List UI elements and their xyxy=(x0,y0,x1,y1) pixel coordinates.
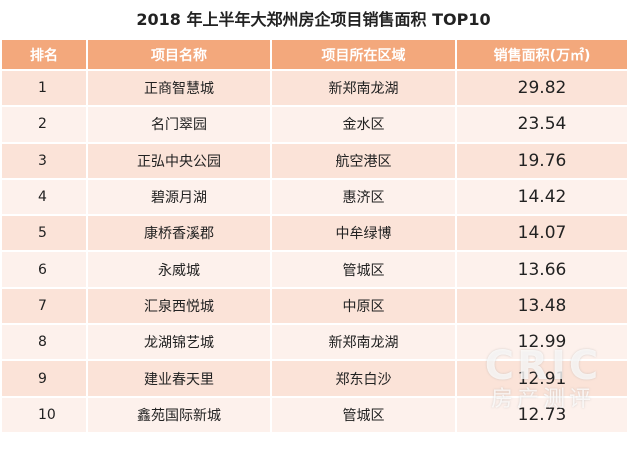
rank-cell: 8 xyxy=(0,323,88,362)
header-cell: 项目所在区域 xyxy=(270,38,457,71)
area-cell: 中原区 xyxy=(270,286,457,326)
rank-cell: 3 xyxy=(0,141,88,180)
sales-cell: 29.82 xyxy=(455,68,627,108)
sales-cell: 13.66 xyxy=(455,250,627,289)
table-row: 8 龙湖锦艺城 新郑南龙湖 12.99 xyxy=(0,323,627,362)
sales-cell: 13.48 xyxy=(455,286,627,326)
table-row: 6 永威城 管城区 13.66 xyxy=(0,250,627,289)
sales-cell: 19.76 xyxy=(455,141,627,180)
project-cell: 正弘中央公园 xyxy=(86,141,272,180)
area-cell: 管城区 xyxy=(270,250,457,289)
project-cell: 鑫苑国际新城 xyxy=(86,395,272,434)
project-cell: 汇泉西悦城 xyxy=(86,286,272,326)
rank-cell: 4 xyxy=(0,177,88,217)
rank-cell: 7 xyxy=(0,286,88,326)
project-cell: 永威城 xyxy=(86,250,272,289)
project-cell: 碧源月湖 xyxy=(86,177,272,217)
header-cell: 销售面积(万㎡) xyxy=(455,38,627,71)
table-title: 2018 年上半年大郑州房企项目销售面积 TOP10 xyxy=(136,10,491,29)
project-cell: 龙湖锦艺城 xyxy=(86,323,272,362)
table-row: 3 正弘中央公园 航空港区 19.76 xyxy=(0,141,627,180)
project-cell: 名门翠园 xyxy=(86,105,272,144)
rank-cell: 9 xyxy=(0,359,88,398)
rank-cell: 10 xyxy=(0,395,88,434)
rank-cell: 2 xyxy=(0,105,88,144)
table-row: 7 汇泉西悦城 中原区 13.48 xyxy=(0,286,627,326)
sales-cell: 12.91 xyxy=(455,359,627,398)
area-cell: 惠济区 xyxy=(270,177,457,217)
table-row: 5 康桥香溪郡 中牟绿博 14.07 xyxy=(0,214,627,253)
area-cell: 新郑南龙湖 xyxy=(270,323,457,362)
table-row: 10 鑫苑国际新城 管城区 12.73 xyxy=(0,395,627,434)
sales-cell: 14.42 xyxy=(455,177,627,217)
sales-cell: 12.73 xyxy=(455,395,627,434)
table-row: 2 名门翠园 金水区 23.54 xyxy=(0,105,627,144)
area-cell: 新郑南龙湖 xyxy=(270,68,457,108)
table-body: 1 正商智慧城 新郑南龙湖 29.82 2 名门翠园 金水区 23.54 3 正弘中央公园 航空港区… xyxy=(0,68,627,434)
sales-cell: 12.99 xyxy=(455,323,627,362)
area-cell: 管城区 xyxy=(270,395,457,434)
rank-cell: 5 xyxy=(0,214,88,253)
ranking-table: 排名 项目名称 项目所在区域 销售面积(万㎡) 1 正商智慧城 新郑南龙湖 29.82 2 名门… xyxy=(0,38,627,434)
area-cell: 郑东白沙 xyxy=(270,359,457,398)
project-cell: 康桥香溪郡 xyxy=(86,214,272,253)
header-cell: 排名 xyxy=(0,38,88,71)
table-row: 4 碧源月湖 惠济区 14.42 xyxy=(0,177,627,217)
project-cell: 建业春天里 xyxy=(86,359,272,398)
header-row: 排名 项目名称 项目所在区域 销售面积(万㎡) xyxy=(0,38,627,71)
area-cell: 金水区 xyxy=(270,105,457,144)
rank-cell: 6 xyxy=(0,250,88,289)
area-cell: 中牟绿博 xyxy=(270,214,457,253)
sales-cell: 23.54 xyxy=(455,105,627,144)
sales-cell: 14.07 xyxy=(455,214,627,253)
area-cell: 航空港区 xyxy=(270,141,457,180)
table-row: 9 建业春天里 郑东白沙 12.91 xyxy=(0,359,627,398)
project-cell: 正商智慧城 xyxy=(86,68,272,108)
header-cell: 项目名称 xyxy=(86,38,272,71)
table-row: 1 正商智慧城 新郑南龙湖 29.82 xyxy=(0,68,627,108)
rank-cell: 1 xyxy=(0,68,88,108)
